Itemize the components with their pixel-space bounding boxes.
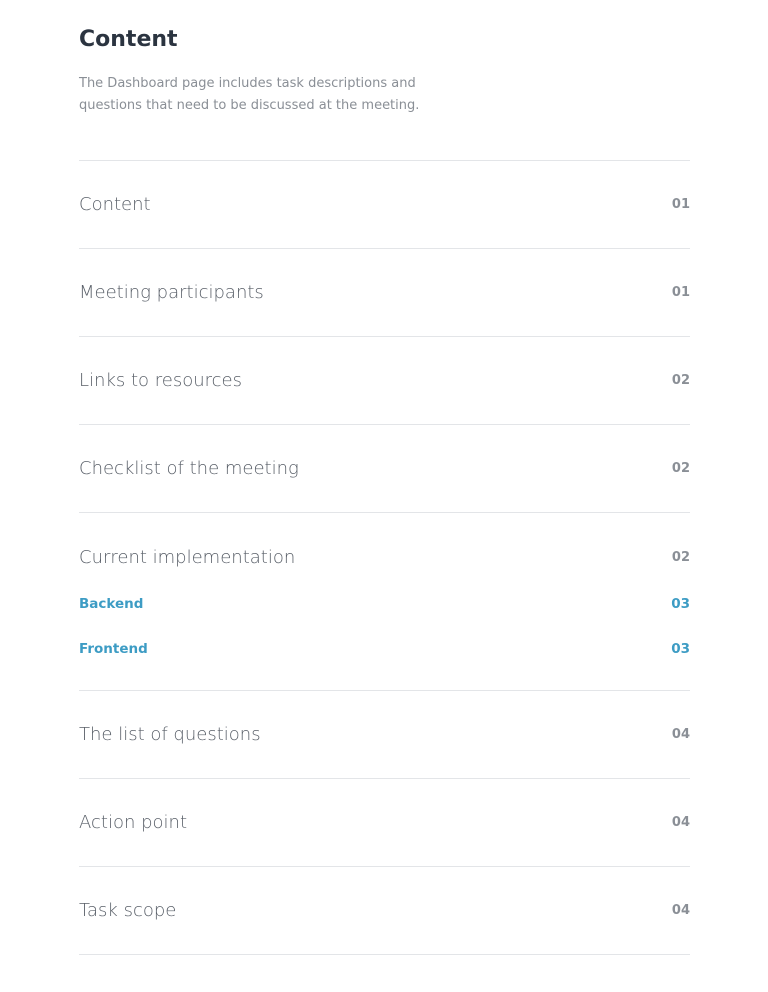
toc-subitem-frontend[interactable]: Frontend 03	[79, 639, 690, 659]
toc-item-current-implementation[interactable]: Current implementation 02	[79, 545, 690, 569]
toc-subitem-label: Backend	[79, 596, 144, 612]
toc-item-task-scope[interactable]: Task scope 04	[79, 867, 690, 955]
toc-subitem-label: Frontend	[79, 641, 148, 657]
toc-item-list-of-questions[interactable]: The list of questions 04	[79, 691, 690, 779]
toc-group-current-implementation: Current implementation 02 Backend 03 Front…	[79, 513, 690, 691]
toc-subitem-backend[interactable]: Backend 03	[79, 594, 690, 614]
toc-item-page: 04	[671, 903, 690, 918]
toc-item-label: Task scope	[79, 900, 177, 921]
toc-item-label: The list of questions	[79, 724, 261, 745]
page-title: Content	[79, 27, 178, 52]
toc-item-page: 02	[671, 461, 690, 476]
toc-item-page: 04	[671, 815, 690, 830]
toc-item-label: Checklist of the meeting	[79, 458, 299, 479]
page-description: The Dashboard page includes task descrip…	[79, 76, 420, 113]
toc-item-label: Links to resources	[79, 370, 242, 391]
toc-item-label: Action point	[79, 812, 187, 833]
toc-item-links-to-resources[interactable]: Links to resources 02	[79, 337, 690, 425]
toc-item-label: Content	[79, 194, 151, 215]
toc-item-meeting-participants[interactable]: Meeting participants 01	[79, 249, 690, 337]
table-of-contents: Content 01 Meeting participants 01 Links t…	[79, 160, 690, 955]
toc-item-label: Current implementation	[79, 546, 296, 568]
toc-item-page: 01	[671, 197, 690, 212]
toc-item-checklist[interactable]: Checklist of the meeting 02	[79, 425, 690, 513]
toc-subitem-page: 03	[671, 641, 690, 657]
toc-item-page: 04	[671, 727, 690, 742]
toc-item-page: 02	[671, 373, 690, 388]
toc-item-content[interactable]: Content 01	[79, 161, 690, 249]
toc-item-label: Meeting participants	[79, 282, 264, 303]
toc-item-action-point[interactable]: Action point 04	[79, 779, 690, 867]
toc-subitem-page: 03	[671, 596, 690, 612]
toc-item-page: 01	[671, 285, 690, 300]
toc-item-page: 02	[671, 549, 690, 565]
